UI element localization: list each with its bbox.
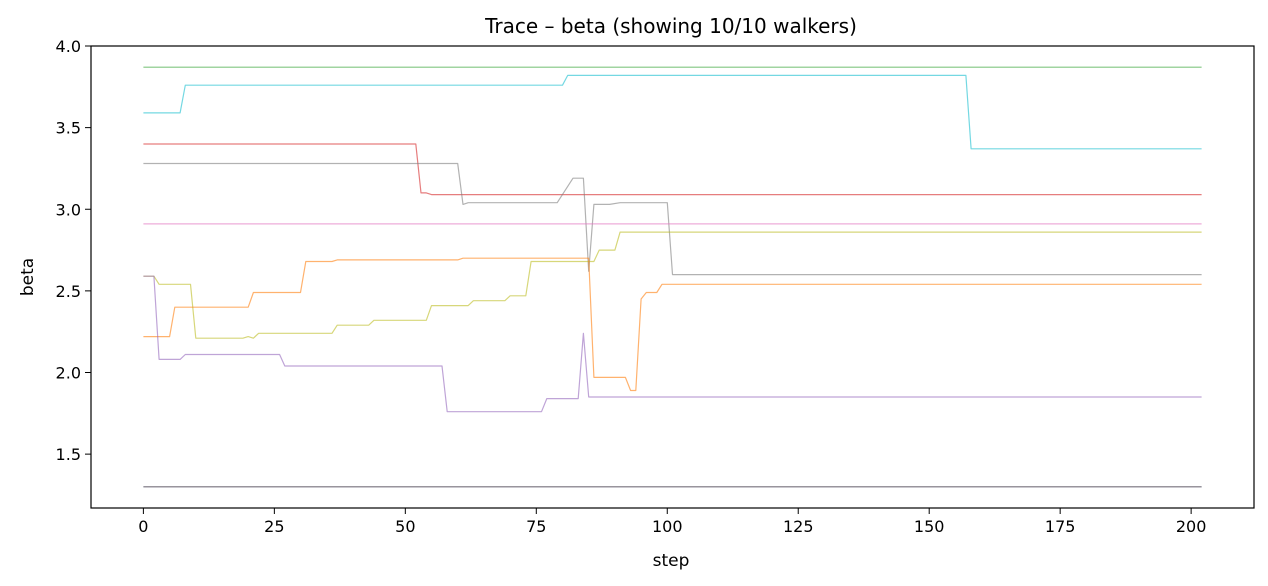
x-tick-label: 100 xyxy=(652,517,683,536)
chart-title: Trace – beta (showing 10/10 walkers) xyxy=(484,14,857,38)
walker-line-6 xyxy=(143,231,1202,339)
walker-line-7 xyxy=(143,257,1202,392)
y-tick-label: 2.0 xyxy=(56,364,81,383)
y-tick-label: 1.5 xyxy=(56,445,81,464)
x-tick-label: 175 xyxy=(1045,517,1076,536)
y-axis: 1.5 2.0 2.5 3.0 3.5 4.0 xyxy=(56,37,91,464)
y-tick-label: 3.5 xyxy=(56,119,81,138)
series-layer xyxy=(143,66,1202,488)
x-tick-label: 75 xyxy=(526,517,546,536)
walker-line-2 xyxy=(143,74,1202,150)
plot-frame xyxy=(90,45,1255,509)
x-tick-label: 50 xyxy=(395,517,415,536)
x-tick-label: 25 xyxy=(264,517,284,536)
x-tick-label: 0 xyxy=(138,517,148,536)
x-axis-label: step xyxy=(653,551,690,571)
y-tick-label: 2.5 xyxy=(56,282,81,301)
walker-line-8 xyxy=(143,275,1202,413)
x-tick-label: 125 xyxy=(783,517,814,536)
walker-line-3 xyxy=(143,143,1202,196)
x-axis: 0 25 50 75 100 125 150 175 200 xyxy=(138,508,1206,536)
y-tick-label: 4.0 xyxy=(56,37,81,56)
x-tick-label: 200 xyxy=(1176,517,1207,536)
y-axis-label: beta xyxy=(18,258,38,296)
y-tick-label: 3.0 xyxy=(56,200,81,219)
x-tick-label: 150 xyxy=(914,517,945,536)
walker-line-4 xyxy=(143,162,1202,276)
